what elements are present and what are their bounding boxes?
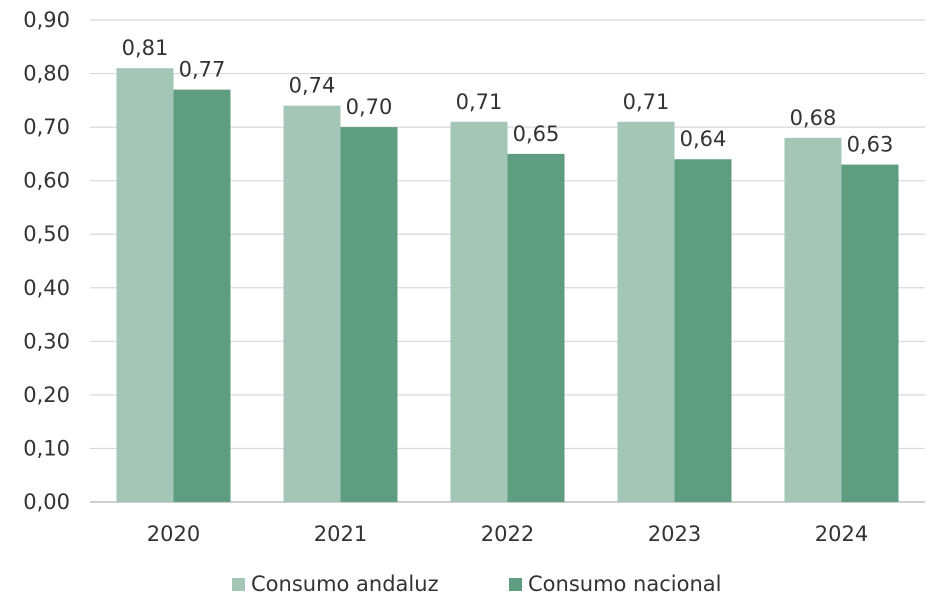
bar-consumo-nacional-2023 bbox=[674, 159, 732, 502]
data-label: 0,74 bbox=[289, 74, 336, 98]
y-axis-ticks: 0,00 0,10 0,20 0,30 0,40 0,50 0,60 0,70 0,80 0,90 bbox=[23, 8, 70, 514]
y-tick-label: 0,80 bbox=[23, 62, 70, 86]
bar-consumo-andaluz-2022 bbox=[450, 121, 508, 502]
legend-swatch bbox=[232, 578, 245, 591]
data-label: 0,64 bbox=[680, 127, 727, 151]
y-tick-label: 0,60 bbox=[23, 169, 70, 193]
legend-label: Consumo nacional bbox=[528, 572, 721, 596]
x-tick-label: 2020 bbox=[147, 522, 200, 546]
x-axis-ticks: 2020 2021 2022 2023 2024 bbox=[147, 522, 868, 546]
data-label: 0,63 bbox=[847, 133, 894, 157]
legend-label: Consumo andaluz bbox=[251, 572, 439, 596]
y-tick-label: 0,30 bbox=[23, 329, 70, 353]
y-tick-label: 0,20 bbox=[23, 383, 70, 407]
y-tick-label: 0,40 bbox=[23, 276, 70, 300]
bar-consumo-andaluz-2024 bbox=[784, 137, 842, 503]
bar-consumo-nacional-2021 bbox=[340, 127, 398, 502]
bar-consumo-nacional-2024 bbox=[841, 164, 899, 502]
data-label: 0,71 bbox=[456, 90, 503, 114]
y-tick-label: 0,10 bbox=[23, 436, 70, 460]
data-label: 0,81 bbox=[122, 36, 169, 60]
x-tick-label: 2023 bbox=[648, 522, 701, 546]
bar-consumo-andaluz-2020 bbox=[116, 68, 174, 502]
bar-consumo-andaluz-2021 bbox=[283, 105, 341, 502]
bar-consumo-andaluz-2023 bbox=[617, 121, 675, 502]
data-label: 0,77 bbox=[179, 58, 226, 82]
bar-consumo-nacional-2022 bbox=[507, 153, 565, 502]
data-labels: 0,81 0,77 0,74 0,70 0,71 0,65 0,71 0,64 0,68 0,63 bbox=[122, 36, 894, 156]
data-label: 0,68 bbox=[790, 106, 837, 130]
y-tick-label: 0,50 bbox=[23, 222, 70, 246]
y-tick-label: 0,90 bbox=[23, 8, 70, 32]
bars bbox=[116, 68, 899, 503]
data-label: 0,65 bbox=[513, 122, 560, 146]
y-tick-label: 0,00 bbox=[23, 490, 70, 514]
data-label: 0,70 bbox=[346, 95, 393, 119]
x-tick-label: 2024 bbox=[815, 522, 868, 546]
bar-consumo-nacional-2020 bbox=[173, 89, 231, 502]
x-tick-label: 2022 bbox=[481, 522, 534, 546]
legend-swatch bbox=[509, 578, 522, 591]
y-tick-label: 0,70 bbox=[23, 115, 70, 139]
data-label: 0,71 bbox=[623, 90, 670, 114]
legend: Consumo andaluz Consumo nacional bbox=[232, 572, 721, 596]
x-tick-label: 2021 bbox=[314, 522, 367, 546]
